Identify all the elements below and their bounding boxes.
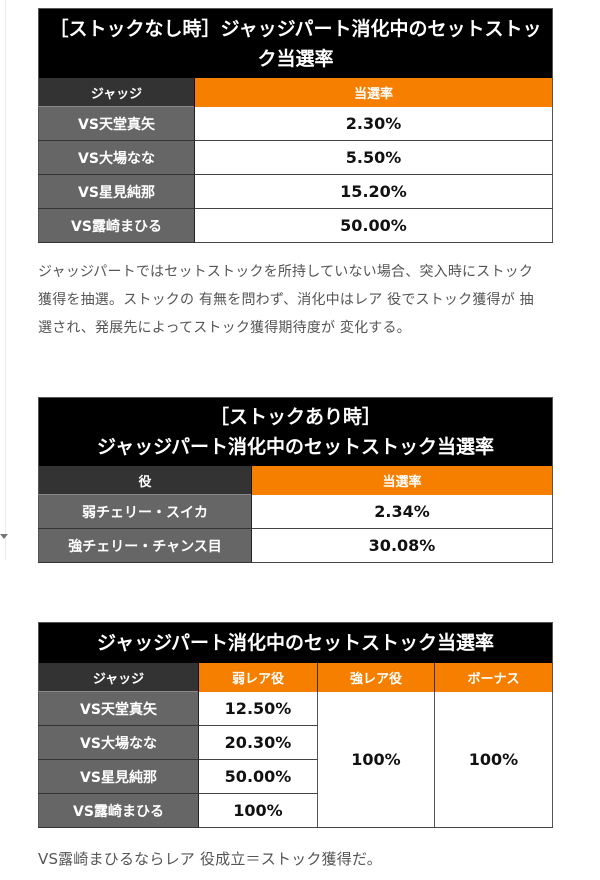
table-row: VS天堂真矢 2.30% [38, 106, 553, 141]
column-header-strong-rare: 強レア役 [317, 663, 435, 692]
column-header-bonus: ボーナス [434, 663, 553, 692]
title-line-1: ［ストックなし時］ジャッジパート消化中のセットストッ [49, 17, 542, 40]
bonus-value: 100% [434, 691, 553, 828]
weak-rare-value: 12.50% [198, 691, 318, 726]
row-label: VS星見純那 [38, 759, 199, 794]
table-row: VS大場なな 20.30% [38, 725, 553, 760]
row-value: 50.00% [194, 208, 553, 243]
stock-none-rate-table: ［ストックなし時］ジャッジパート消化中のセットストッ ク当選率 ジャッジ 当選率… [38, 8, 553, 243]
table-title: ［ストックなし時］ジャッジパート消化中のセットストッ ク当選率 [38, 8, 553, 78]
weak-rare-value: 20.30% [198, 725, 318, 760]
table-row: 弱チェリー・スイカ 2.34% [38, 494, 553, 529]
table-title: ジャッジパート消化中のセットストック当選率 [38, 622, 553, 663]
row-label: VS天堂真矢 [38, 106, 195, 141]
title-line-1: ［ストックあり時］ [209, 406, 381, 428]
row-label: VS露崎まひる [38, 793, 199, 828]
collapse-arrow-icon[interactable] [0, 534, 8, 539]
paragraph-line: ジャッジパートではセットストックを所持していない場合、突入時にストック [38, 264, 534, 280]
summary-paragraph: VS露崎まひるならレア 役成立＝ストック獲得だ。 [38, 850, 382, 868]
title-line-2: ジャッジパート消化中のセットストック当選率 [97, 436, 494, 458]
column-header-judge: ジャッジ [38, 78, 195, 107]
row-value: 5.50% [194, 140, 553, 175]
table-row: 強チェリー・チャンス目 30.08% [38, 528, 553, 563]
strong-rare-value: 100% [317, 691, 435, 828]
table-row: VS星見純那 50.00% [38, 759, 553, 794]
column-header-rate: 当選率 [194, 78, 553, 107]
table-row: VS天堂真矢 12.50% 100% 100% [38, 691, 553, 828]
column-header-role: 役 [38, 466, 252, 495]
judge-part-rate-table: ジャッジパート消化中のセットストック当選率 ジャッジ 弱レア役 強レア役 ボーナ… [38, 622, 553, 828]
weak-rare-value: 100% [198, 793, 318, 828]
row-value: 30.08% [251, 528, 553, 563]
row-label: VS天堂真矢 [38, 691, 199, 726]
table-row: VS露崎まひる 50.00% [38, 208, 553, 243]
stock-present-rate-table: ［ストックあり時］ ジャッジパート消化中のセットストック当選率 役 当選率 弱チ… [38, 397, 553, 563]
row-label: VS星見純那 [38, 174, 195, 209]
column-header-judge: ジャッジ [38, 663, 199, 692]
table-row: VS星見純那 15.20% [38, 174, 553, 209]
row-label: VS露崎まひる [38, 208, 195, 243]
row-value: 2.34% [251, 494, 553, 529]
paragraph-line: 獲得を抽選。ストックの 有無を問わず、消化中はレア 役でストック獲得が 抽 [38, 292, 534, 308]
left-border-line [5, 0, 6, 560]
description-paragraph: ジャッジパートではセットストックを所持していない場合、突入時にストック 獲得を抽… [38, 258, 558, 342]
row-label: 弱チェリー・スイカ [38, 494, 252, 529]
table-row: VS露崎まひる 100% [38, 793, 553, 828]
row-label: VS大場なな [38, 140, 195, 175]
row-value: 15.20% [194, 174, 553, 209]
table-row: VS大場なな 5.50% [38, 140, 553, 175]
column-header-rate: 当選率 [251, 466, 553, 495]
paragraph-line: 選され、発展先によってストック獲得期待度が 変化する。 [38, 320, 411, 336]
row-label: 強チェリー・チャンス目 [38, 528, 252, 563]
title-line-2: ク当選率 [257, 47, 334, 70]
row-value: 2.30% [194, 106, 553, 141]
column-header-weak-rare: 弱レア役 [198, 663, 318, 692]
weak-rare-value: 50.00% [198, 759, 318, 794]
table-title: ［ストックあり時］ ジャッジパート消化中のセットストック当選率 [38, 397, 553, 466]
row-label: VS大場なな [38, 725, 199, 760]
